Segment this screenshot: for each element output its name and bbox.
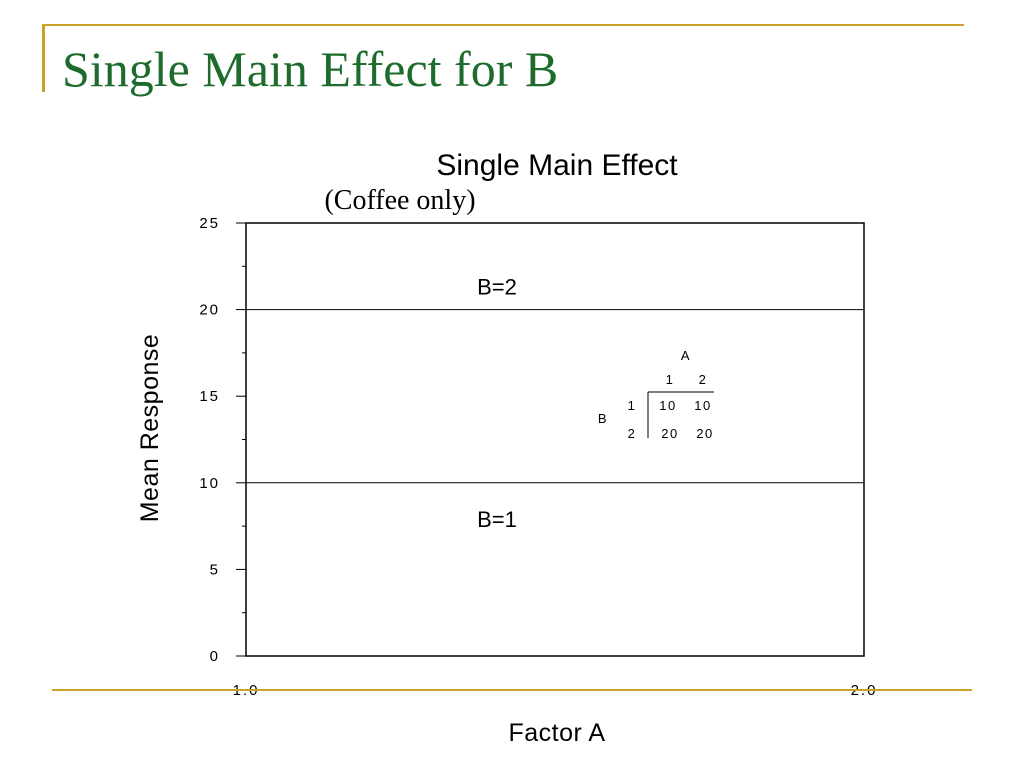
x-axis-label: Factor A (508, 719, 605, 747)
accent-rule-top (42, 24, 964, 26)
y-tick-label: 5 (210, 561, 220, 578)
chart-subtitle: (Coffee only) (324, 185, 475, 216)
slide-title: Single Main Effect for B (62, 41, 559, 97)
inset-col-level-2: 2 (699, 372, 708, 387)
y-tick-label: 25 (199, 215, 220, 232)
accent-rule-bottom (52, 689, 972, 691)
accent-rule-vertical (42, 24, 45, 92)
y-tick-label: 15 (199, 388, 220, 405)
plot-frame (245, 222, 865, 657)
inset-cell: 10 (694, 398, 711, 413)
inset-row-level-1: 1 (628, 398, 637, 413)
y-tick-label: 0 (210, 648, 220, 665)
series-lines (246, 309, 864, 484)
y-tick-label: 10 (199, 475, 220, 492)
inset-cell: 10 (659, 398, 676, 413)
inset-row-factor: B (598, 411, 608, 426)
inset-col-factor: A (681, 348, 691, 363)
inset-cell: 20 (661, 426, 678, 441)
series-label: B=2 (477, 275, 517, 300)
inset-table: A 1 2 B 1 2 10 10 20 20 (598, 348, 714, 441)
series-labels: B=2 B=1 (477, 275, 517, 532)
inset-col-level-1: 1 (666, 372, 675, 387)
y-tick-label: 20 (199, 302, 220, 319)
inset-cell: 20 (696, 426, 713, 441)
chart-title: Single Main Effect (436, 149, 678, 182)
y-axis-label: Mean Response (136, 334, 164, 523)
y-axis-ticks: 0 5 10 15 20 25 (199, 215, 246, 665)
series-label: B=1 (477, 507, 517, 532)
inset-row-level-2: 2 (628, 426, 637, 441)
